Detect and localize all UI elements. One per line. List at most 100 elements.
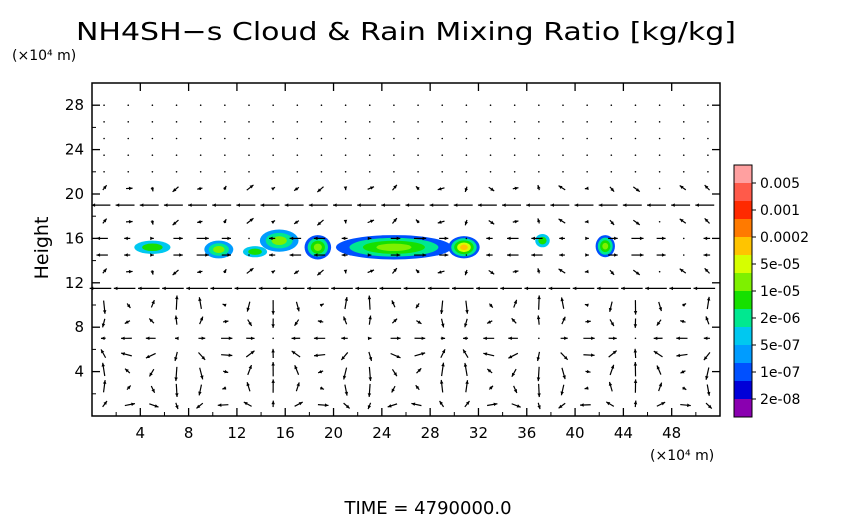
wind-arrowhead [704,218,709,223]
wind-arrowhead [367,253,372,257]
wind-arrowhead [200,375,204,380]
wind-arrowhead [590,353,595,357]
wind-arrowhead [234,286,239,291]
wind-arrowhead [676,353,681,358]
wind-arrowhead [405,203,410,207]
wind-dot [562,137,564,140]
wind-arrowhead [563,355,568,360]
wind-arrowhead [224,319,229,324]
wind-arrowhead [489,303,493,308]
wind-dot [248,137,250,140]
time-label: TIME = 4790000.0 [343,498,511,519]
wind-dot [344,137,347,140]
wind-arrowhead [343,316,347,321]
wind-arrowhead [584,186,589,191]
wind-arrowhead [367,236,372,241]
wind-arrowhead [591,336,595,341]
wind-dot [562,121,564,123]
wind-dot [248,254,250,256]
wind-arrowhead [421,352,426,356]
wind-arrowhead [163,203,168,207]
wind-dot [103,104,105,106]
wind-arrowhead [687,403,691,407]
wind-arrowhead [319,386,324,390]
wind-arrowhead [333,203,337,207]
wind-dot [707,171,709,173]
cloud-contour [602,242,609,250]
wind-arrowhead [661,236,666,241]
colorbar-swatch [734,309,752,328]
wind-arrowhead [248,365,252,370]
colorbar-swatch [734,183,752,202]
wind-arrowhead [584,269,589,274]
wind-arrowhead [294,365,298,370]
wind-arrowhead [103,268,107,273]
wind-arrowhead [606,401,611,406]
wind-arrowhead [516,404,521,408]
wind-dot [586,154,588,156]
wind-dot [538,121,540,123]
wind-arrowhead [506,253,511,257]
wind-dot [417,104,419,106]
wind-dot [658,270,661,273]
wind-arrowhead [415,219,420,224]
wind-arrowhead [186,286,190,291]
colorbar-label: 0.0002 [760,230,809,246]
wind-arrowhead [341,236,346,241]
wind-arrowhead [125,368,129,373]
wind-arrowhead [703,336,708,341]
wind-arrowhead [489,385,493,390]
wind-arrowhead [669,286,673,291]
y-tick-label: 16 [65,229,84,247]
wind-arrowhead [635,188,640,192]
wind-arrowhead [222,386,227,390]
wind-arrowhead [537,405,541,410]
wind-arrowhead [562,375,566,380]
wind-arrowhead [102,310,107,314]
wind-arrowhead [124,320,129,324]
wind-arrowhead [705,316,709,321]
wind-arrowhead [179,236,183,241]
y-tick-label: 24 [65,141,84,159]
wind-dot [465,137,468,140]
wind-arrowhead [317,319,322,324]
wind-arrowhead [396,354,401,358]
wind-arrowhead [608,307,613,312]
wind-arrowhead [367,295,372,300]
wind-dot [296,171,299,173]
wind-arrowhead [464,188,469,192]
wind-arrowhead [656,365,661,370]
wind-dot [175,137,178,140]
wind-arrowhead [610,221,615,225]
wind-arrowhead [558,218,563,223]
wind-arrowhead [370,186,375,190]
wind-arrowhead [128,269,133,274]
wind-dot [151,104,154,106]
wind-arrowhead [174,377,178,382]
wind-arrowhead [633,379,638,383]
wind-arrowhead [128,186,133,191]
wind-arrowhead [271,187,276,191]
wind-arrowhead [313,253,318,257]
wind-arrowhead [680,370,685,374]
wind-dot [634,154,637,156]
wind-dot [658,171,661,173]
wind-dot [199,137,202,140]
wind-dot [513,121,516,123]
wind-dot [658,137,661,140]
colorbar-swatch [734,165,752,184]
x-tick-label: 24 [372,424,391,442]
wind-arrowhead [199,316,204,321]
y-tick-label: 8 [74,318,84,336]
wind-arrowhead [284,203,289,207]
wind-arrowhead [393,268,397,272]
wind-dot [610,137,613,140]
wind-dot [682,137,685,140]
wind-dot [634,137,637,140]
wind-dot [538,337,540,340]
wind-arrowhead [331,286,335,291]
colorbar-swatch [734,327,752,346]
wind-dot [465,171,468,173]
wind-arrowhead [341,336,345,341]
wind-dot [151,137,154,140]
